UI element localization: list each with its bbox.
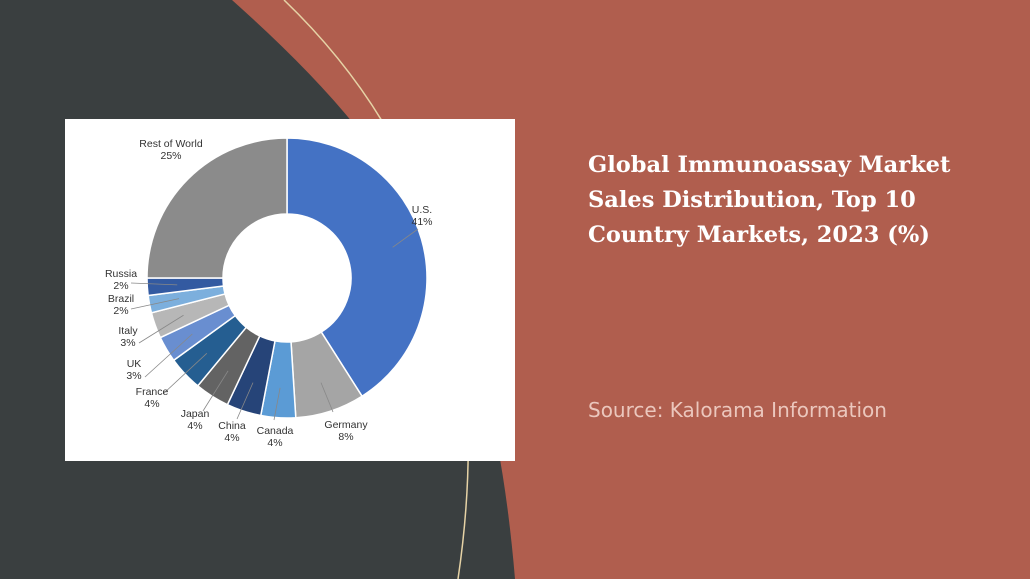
leader-uk [144, 333, 193, 378]
label-japan: Japan 4% [181, 408, 210, 432]
leader-france [162, 353, 208, 395]
label-russia: Russia 2% [105, 268, 137, 292]
label-category: U.S. [412, 204, 432, 216]
label-uk: UK 3% [126, 358, 141, 382]
label-category: Russia [105, 268, 137, 280]
label-value: 3% [126, 370, 141, 382]
label-value: 2% [113, 305, 128, 317]
label-u-s: U.S. 41% [411, 204, 432, 228]
data-labels: U.S. 41%Germany 8%Canada 4%China 4%Japan 4%Fr… [105, 138, 433, 449]
label-france: France 4% [136, 386, 169, 410]
leader-russia [130, 282, 178, 286]
leader-china [236, 382, 254, 420]
source-note: Source: Kalorama Information [588, 398, 887, 422]
leader-japan [202, 370, 229, 412]
leader-lines [130, 228, 419, 421]
label-value: 4% [144, 398, 159, 410]
label-germany: Germany 8% [324, 419, 368, 443]
leader-u-s [392, 228, 419, 248]
label-rest-of-world: Rest of World 25% [139, 138, 203, 162]
donut-slices [146, 137, 428, 419]
label-value: 3% [120, 337, 135, 349]
leader-germany [320, 382, 334, 413]
label-category: Germany [324, 419, 368, 431]
label-category: UK [127, 358, 142, 370]
label-category: Brazil [108, 293, 134, 305]
slice-rest-of-world [146, 137, 288, 279]
label-category: France [136, 386, 169, 398]
label-value: 41% [411, 216, 432, 228]
chart-card: U.S. 41% Germany 8% Canada 4% China 4% Japan 4% Fr… [65, 119, 515, 461]
label-value: 4% [187, 420, 202, 432]
label-category: Canada [257, 425, 294, 437]
leader-brazil [130, 298, 180, 310]
label-canada: Canada 4% [257, 425, 294, 449]
label-category: Japan [181, 408, 210, 420]
leader-canada [273, 387, 281, 421]
label-china: China 4% [218, 420, 246, 444]
label-value: 4% [267, 437, 282, 449]
label-category: Italy [118, 325, 138, 337]
label-value: 25% [160, 150, 181, 162]
donut-chart: U.S. 41%Germany 8%Canada 4%China 4%Japan 4%Fr… [105, 137, 433, 449]
label-value: 4% [224, 432, 239, 444]
label-value: 8% [338, 431, 353, 443]
slide-title: Global Immunoassay Market Sales Distribu… [588, 152, 951, 248]
leader-italy [138, 314, 184, 344]
label-category: China [218, 420, 246, 432]
label-italy: Italy 3% [118, 325, 138, 349]
slice-u-s [286, 137, 428, 398]
label-value: 2% [113, 280, 128, 292]
label-category: Rest of World [139, 138, 203, 150]
label-brazil: Brazil 2% [108, 293, 134, 317]
